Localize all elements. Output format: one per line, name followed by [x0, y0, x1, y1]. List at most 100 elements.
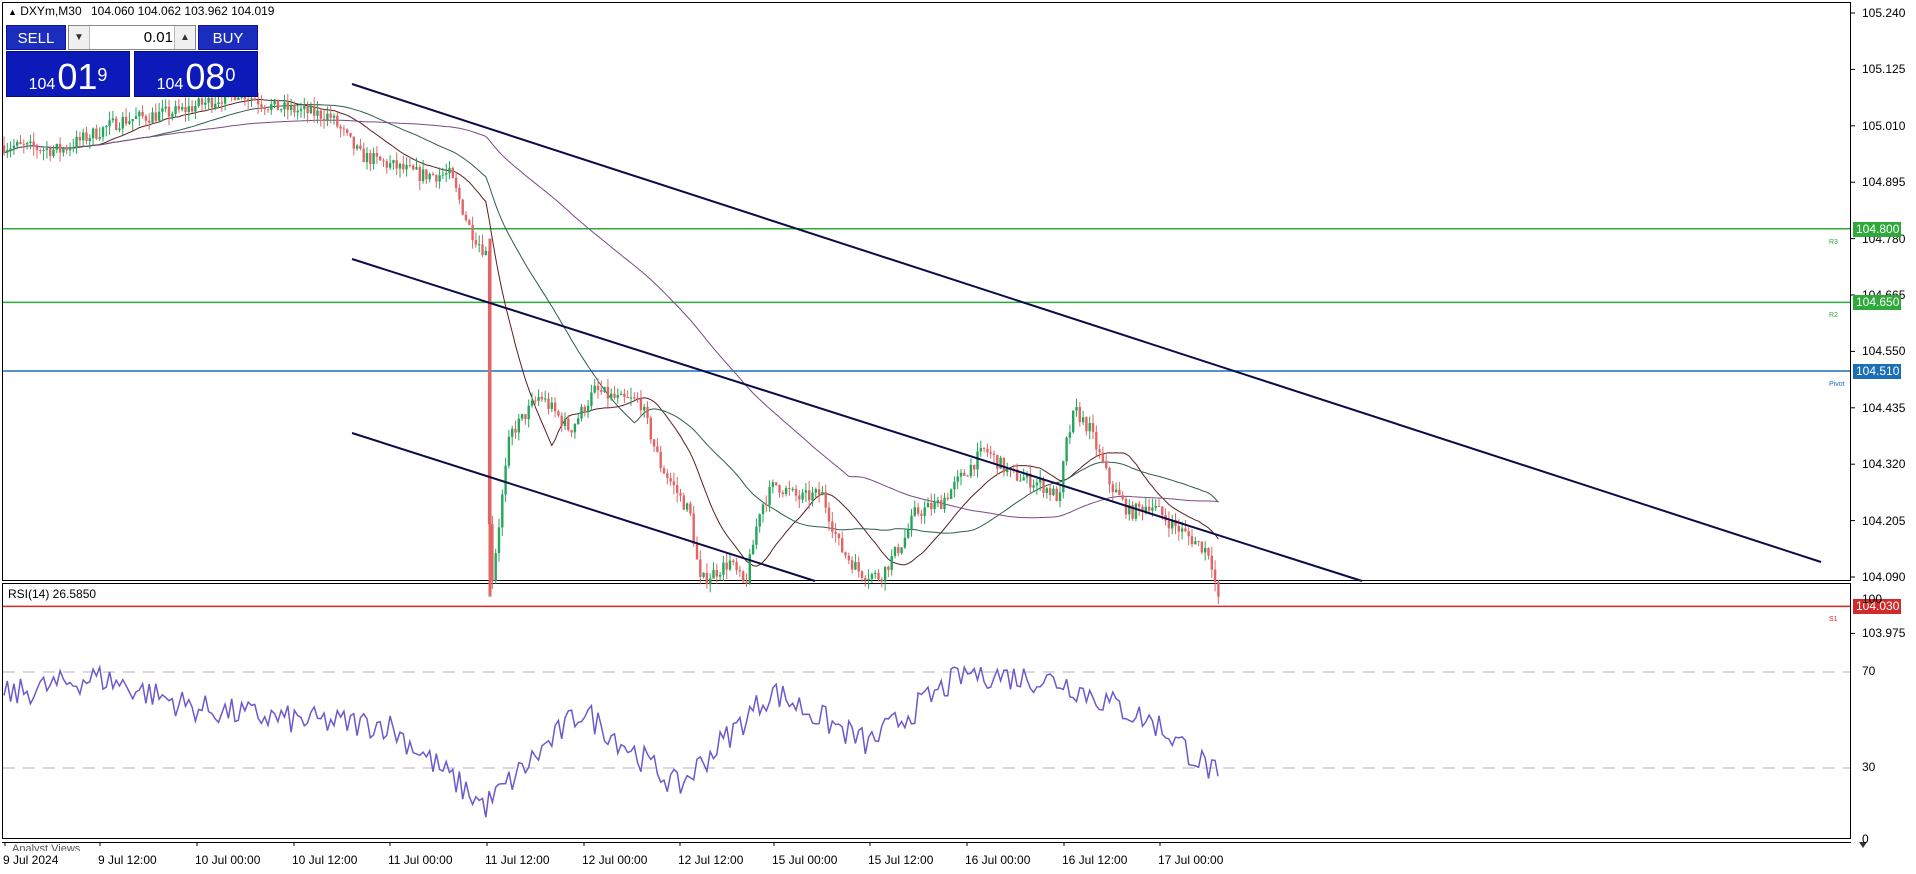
candle-body: [976, 451, 979, 470]
candle-body: [197, 98, 200, 107]
sell-price-main: 01: [57, 56, 98, 97]
candle-body: [943, 497, 946, 510]
candle-body: [58, 144, 62, 153]
candle-body: [359, 145, 362, 149]
candle-body: [685, 503, 689, 510]
candle-body: [468, 220, 471, 225]
candle-body: [25, 142, 29, 145]
upper-trendline[interactable]: [351, 83, 1822, 563]
candle-body: [936, 500, 940, 503]
candle-body: [101, 127, 105, 138]
candle-body: [583, 406, 586, 413]
candle-body: [250, 98, 253, 100]
candle-body: [801, 492, 804, 500]
candle-body: [920, 513, 923, 516]
candle-body: [1151, 507, 1154, 511]
level-price-tag: 104.030: [1853, 599, 1901, 615]
candle-body: [1200, 541, 1204, 553]
time-tick-label: 9 Jul 12:00: [98, 853, 157, 867]
chart-menu-icon[interactable]: ▲: [8, 7, 17, 17]
candle-body: [1138, 503, 1141, 507]
candle-body: [732, 560, 735, 562]
candle-body: [481, 244, 484, 256]
candle-body: [1072, 410, 1075, 433]
candle-body: [926, 502, 930, 508]
sell-button[interactable]: SELL: [6, 25, 66, 50]
time-tick-label: 16 Jul 12:00: [1062, 853, 1128, 867]
candle-body: [316, 110, 319, 116]
candle-body: [1081, 417, 1085, 423]
candle-body: [1194, 541, 1197, 545]
candle-body: [55, 144, 58, 150]
lot-increase-icon[interactable]: ▲: [174, 26, 195, 49]
candle-body: [405, 165, 408, 170]
candle-body: [111, 118, 115, 121]
sell-price-button[interactable]: 104019: [6, 51, 130, 97]
buy-price-button[interactable]: 104080: [134, 51, 258, 97]
candle-body: [999, 457, 1002, 469]
buy-button[interactable]: BUY: [198, 25, 258, 50]
candle-body: [200, 98, 204, 105]
candle-body: [309, 105, 313, 114]
analyst-views-tab[interactable]: Analyst Views: [12, 843, 81, 851]
candle-body: [1039, 479, 1042, 483]
scroll-arrow-icon[interactable]: [1859, 842, 1867, 848]
candle-body: [1174, 519, 1177, 526]
one-click-trading-panel: SELL ▼ 0.01 ▲ BUY 104019 104080: [6, 25, 258, 97]
candle-body: [880, 579, 883, 582]
candle-body: [557, 411, 560, 416]
trend-channels[interactable]: [351, 83, 1822, 582]
candle-body: [49, 148, 52, 156]
candle-body: [355, 145, 359, 149]
time-tick-label: 17 Jul 00:00: [1158, 853, 1224, 867]
candle-body: [1190, 536, 1194, 545]
candle-body: [646, 406, 649, 418]
candle-body: [141, 111, 144, 117]
candle-body: [388, 163, 392, 168]
rsi-indicator: [3, 664, 1850, 818]
lower-trendline[interactable]: [351, 432, 816, 582]
candle-body: [989, 452, 992, 454]
lot-size-value[interactable]: 0.01: [143, 29, 173, 46]
candle-body: [1075, 406, 1078, 411]
middle-trendline[interactable]: [351, 258, 1363, 582]
candle-body: [1114, 489, 1118, 493]
candle-body: [1161, 506, 1164, 516]
candle-body: [494, 553, 497, 581]
candle-body: [870, 574, 874, 579]
candle-body: [864, 577, 867, 581]
candle-body: [949, 489, 953, 499]
candle-body: [484, 250, 487, 256]
candle-body: [326, 113, 329, 121]
candle-body: [144, 116, 148, 121]
candle-body: [550, 402, 553, 409]
candle-body: [718, 574, 722, 577]
candle-body: [722, 562, 725, 575]
candle-body: [1002, 457, 1006, 473]
candle-body: [260, 104, 263, 108]
candle-body: [973, 464, 976, 470]
candle-body: [220, 102, 223, 104]
candle-body: [966, 475, 969, 477]
candle-body: [781, 492, 784, 495]
candle-body: [154, 112, 157, 121]
time-tick-label: 9 Jul 2024: [3, 853, 59, 867]
candle-body: [913, 507, 916, 516]
candle-body: [214, 103, 217, 108]
candle-body: [293, 105, 296, 113]
time-tick-label: 15 Jul 12:00: [868, 853, 934, 867]
candle-body: [392, 160, 395, 164]
candle-body: [1180, 528, 1184, 532]
candle-body: [171, 113, 174, 117]
lot-size-input[interactable]: ▼ 0.01 ▲: [68, 25, 196, 50]
candle-body: [379, 156, 382, 161]
price-tick-label: 104.090: [1862, 570, 1906, 584]
lot-decrease-icon[interactable]: ▼: [69, 26, 90, 49]
candle-body: [425, 169, 428, 180]
candle-body: [996, 454, 999, 469]
candle-body: [544, 398, 547, 400]
candle-body: [907, 529, 910, 538]
candle-body: [768, 486, 771, 506]
rsi-level-label: 70: [1862, 664, 1876, 678]
